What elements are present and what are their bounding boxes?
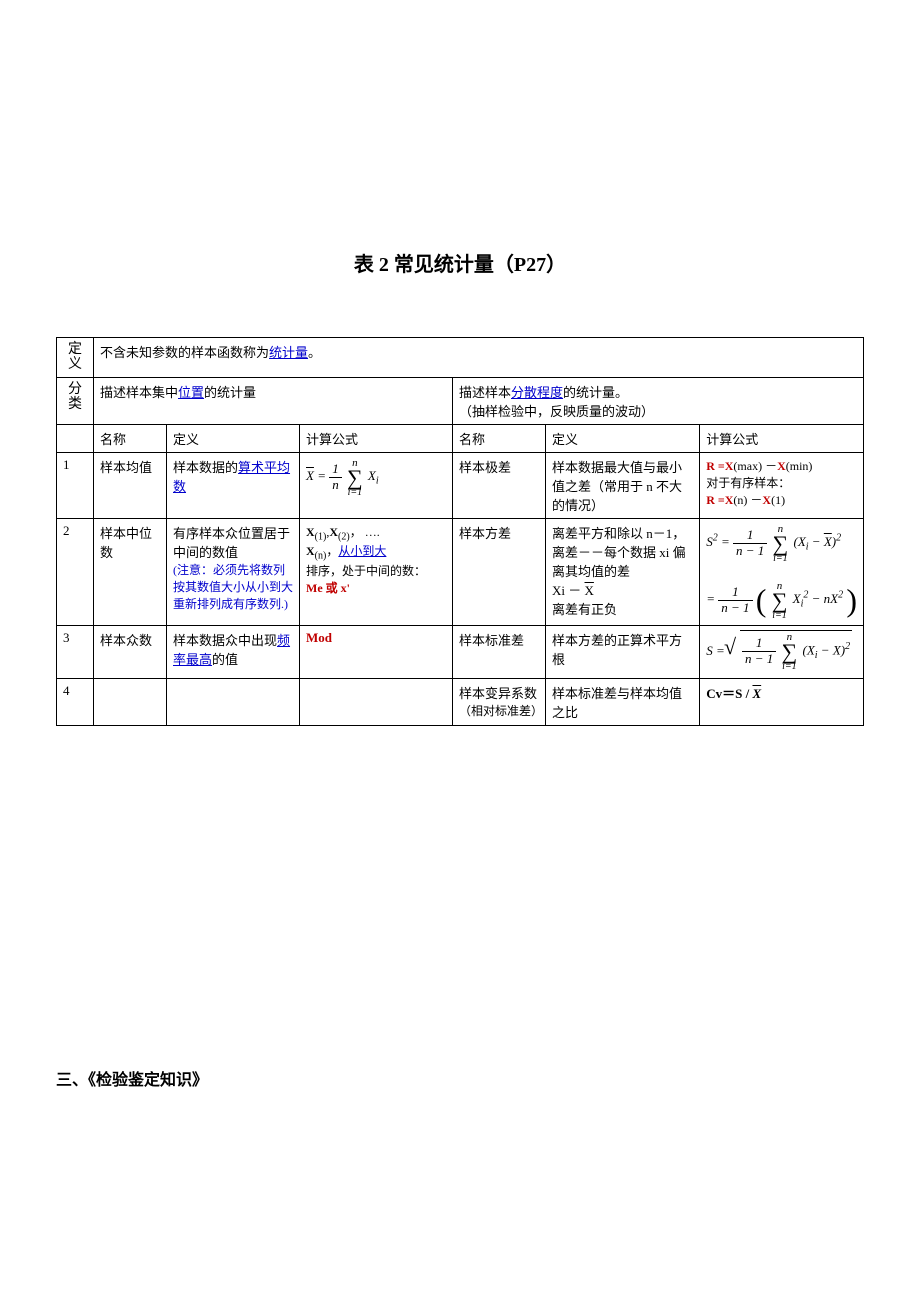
row-index: 2: [57, 518, 94, 625]
stddev-formula: S = 1n − 1 n∑i=1 (Xi − X)2: [700, 625, 864, 678]
row-index: 1: [57, 452, 94, 518]
hdr-def-left: 定义: [167, 424, 300, 452]
row-index: 3: [57, 625, 94, 678]
median-name: 样本中位数: [94, 518, 167, 625]
range-definition: 样本数据最大值与最小值之差（常用于 n 不大的情况）: [546, 452, 700, 518]
mode-definition: 样本数据众中出现频率最高的值: [167, 625, 300, 678]
variance-name: 样本方差: [453, 518, 546, 625]
mode-name: 样本众数: [94, 625, 167, 678]
definition-text: 不含未知参数的样本函数称为统计量。: [94, 338, 864, 378]
median-definition: 有序样本众位置居于中间的数值 (注意：必须先将数列按其数值大小从小到大重新排列成…: [167, 518, 300, 625]
hdr-name-left: 名称: [94, 424, 167, 452]
mean-name: 样本均值: [94, 452, 167, 518]
hdr-def-right: 定义: [546, 424, 700, 452]
range-name: 样本极差: [453, 452, 546, 518]
hdr-calc-right: 计算公式: [700, 424, 864, 452]
definition-row: 定义 不含未知参数的样本函数称为统计量。: [57, 338, 864, 378]
term-statistic: 统计量: [269, 345, 308, 360]
cv-definition: 样本标准差与样本均值之比: [546, 678, 700, 725]
term-dispersion: 分散程度: [511, 385, 563, 400]
category-dispersion: 描述样本分散程度的统计量。 （抽样检验中，反映质量的波动）: [453, 377, 864, 424]
header-row: 名称 定义 计算公式 名称 定义 计算公式: [57, 424, 864, 452]
hdr-calc-left: 计算公式: [300, 424, 453, 452]
category-label: 分类: [57, 377, 94, 424]
median-formula: X(1),X(2)， …. X(n)，从小到大 排序，处于中间的数： Me 或 …: [300, 518, 453, 625]
stddev-name: 样本标准差: [453, 625, 546, 678]
term-ascending: 从小到大: [338, 544, 386, 558]
table-row-1: 1 样本均值 样本数据的算术平均数 X = 1n n∑i=1 Xi 样本极差 样…: [57, 452, 864, 518]
mean-definition: 样本数据的算术平均数: [167, 452, 300, 518]
definition-label: 定义: [57, 338, 94, 378]
variance-definition: 离差平方和除以 n－1， 离差－－每个数据 xi 偏离其均值的差 Xi － X …: [546, 518, 700, 625]
mean-formula: X = 1n n∑i=1 Xi: [300, 452, 453, 518]
table-row-4: 4 样本变异系数 （相对标准差） 样本标准差与样本均值之比 Cv＝S / X: [57, 678, 864, 725]
row-index: 4: [57, 678, 94, 725]
mode-formula: Mod: [300, 625, 453, 678]
category-location: 描述样本集中位置的统计量: [94, 377, 453, 424]
variance-formula: S2 = 1n − 1 n∑i=1 (Xi − X)2 = 1n − 1 ( n…: [700, 518, 864, 625]
title-text: 表 2 常见统计量: [354, 254, 494, 276]
term-location: 位置: [178, 385, 204, 400]
stddev-definition: 样本方差的正算术平方根: [546, 625, 700, 678]
cv-formula: Cv＝S / X: [700, 678, 864, 725]
cv-name: 样本变异系数 （相对标准差）: [453, 678, 546, 725]
table-row-3: 3 样本众数 样本数据众中出现频率最高的值 Mod 样本标准差 样本方差的正算术…: [57, 625, 864, 678]
section-heading: 三、《检验鉴定知识》: [56, 1066, 864, 1090]
title-page-ref: （P27）: [494, 254, 566, 276]
page-title: 表 2 常见统计量（P27）: [56, 248, 864, 277]
median-note: (注意：必须先将数列按其数值大小从小到大重新排列成有序数列.): [173, 563, 293, 611]
category-row: 分类 描述样本集中位置的统计量 描述样本分散程度的统计量。 （抽样检验中，反映质…: [57, 377, 864, 424]
table-row-2: 2 样本中位数 有序样本众位置居于中间的数值 (注意：必须先将数列按其数值大小从…: [57, 518, 864, 625]
range-formula: R =X(max) －X(min) 对于有序样本： R =X(n) －X(1): [700, 452, 864, 518]
statistics-table: 定义 不含未知参数的样本函数称为统计量。 分类 描述样本集中位置的统计量 描述样…: [56, 337, 864, 726]
hdr-name-right: 名称: [453, 424, 546, 452]
